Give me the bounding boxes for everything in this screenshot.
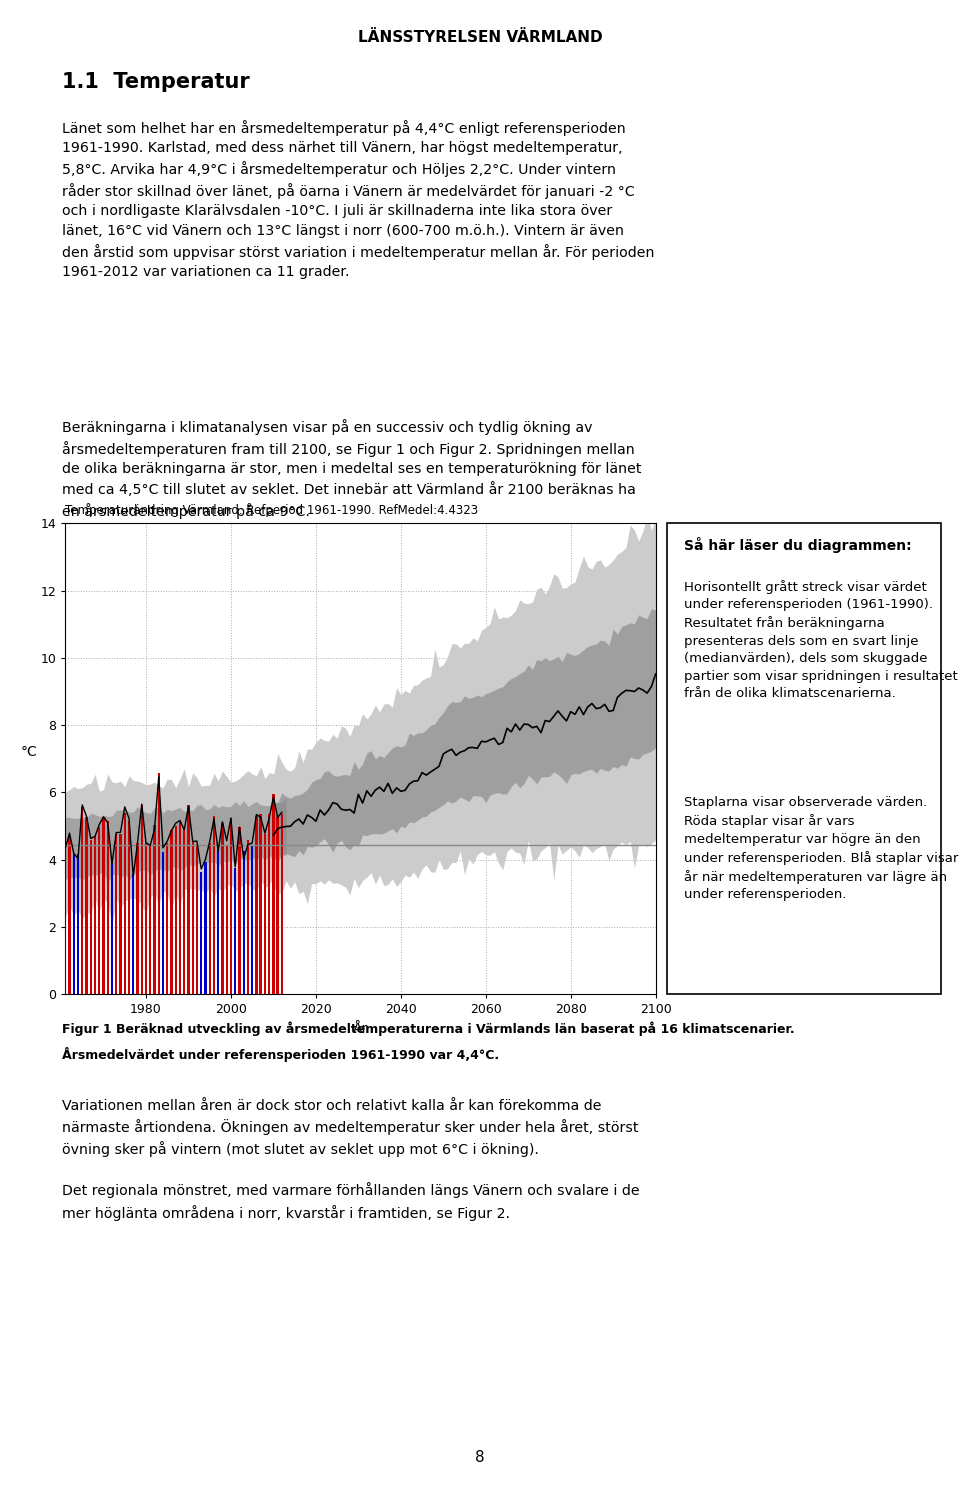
Bar — [103, 818, 105, 994]
Bar — [200, 872, 203, 994]
Bar — [157, 773, 160, 994]
Bar — [226, 845, 228, 994]
Bar — [196, 845, 198, 994]
Bar — [119, 834, 122, 994]
Bar — [115, 834, 117, 994]
Bar — [273, 794, 275, 994]
Bar — [251, 846, 253, 994]
Text: Variationen mellan åren är dock stor och relativt kalla år kan förekomma de
närm: Variationen mellan åren är dock stor och… — [62, 1099, 639, 1157]
Y-axis label: °C: °C — [21, 745, 37, 759]
Bar — [255, 816, 257, 994]
Bar — [175, 825, 177, 994]
Bar — [234, 867, 236, 994]
Bar — [110, 863, 113, 994]
Bar — [64, 849, 66, 994]
Bar — [89, 840, 92, 994]
X-axis label: År: År — [353, 1021, 368, 1036]
Bar — [264, 834, 266, 994]
Text: 8: 8 — [475, 1450, 485, 1465]
Bar — [213, 816, 215, 994]
Text: Temperaturändring Värmland. Refperiod 1961-1990. RefMedel:4.4323: Temperaturändring Värmland. Refperiod 19… — [65, 504, 478, 517]
Bar — [132, 873, 134, 994]
Bar — [85, 816, 87, 994]
Bar — [94, 836, 96, 994]
Bar — [276, 818, 278, 994]
Bar — [183, 830, 185, 994]
Text: Staplarna visar observerade värden. Röda staplar visar år vars medeltemperatur v: Staplarna visar observerade värden. Röda… — [684, 797, 958, 901]
Bar — [136, 843, 138, 994]
Text: Horisontellt grått streck visar värdet under referensperioden (1961-1990). Resul: Horisontellt grått streck visar värdet u… — [684, 580, 957, 700]
Bar — [259, 813, 262, 994]
Text: 1.1  Temperatur: 1.1 Temperatur — [62, 72, 251, 91]
Bar — [162, 852, 164, 994]
Text: Årsmedelvärdet under referensperioden 1961-1990 var 4,4°C.: Årsmedelvärdet under referensperioden 19… — [62, 1046, 499, 1061]
Bar — [192, 843, 194, 994]
Text: LÄNSSTYRELSEN VÄRMLAND: LÄNSSTYRELSEN VÄRMLAND — [358, 30, 602, 45]
Text: Figur 1 Beräknad utveckling av årsmedeltemperaturerna i Värmlands län baserat på: Figur 1 Beräknad utveckling av årsmedelt… — [62, 1021, 795, 1036]
Bar — [98, 827, 101, 994]
Bar — [140, 804, 143, 994]
Bar — [128, 821, 131, 994]
Bar — [238, 827, 241, 994]
Bar — [204, 863, 206, 994]
Bar — [68, 836, 71, 994]
Text: Beräkningarna i klimatanalysen visar på en successiv och tydlig ökning av
årsmed: Beräkningarna i klimatanalysen visar på … — [62, 419, 642, 519]
Bar — [187, 804, 190, 994]
Bar — [107, 821, 108, 994]
Bar — [247, 840, 249, 994]
Bar — [73, 854, 75, 994]
Bar — [221, 824, 224, 994]
Bar — [243, 852, 245, 994]
Bar — [217, 849, 219, 994]
Bar — [166, 843, 168, 994]
Bar — [149, 845, 152, 994]
Bar — [280, 813, 283, 994]
Bar — [208, 843, 211, 994]
Bar — [170, 830, 173, 994]
Bar — [81, 807, 84, 994]
Bar — [229, 818, 232, 994]
Bar — [179, 821, 181, 994]
Bar — [77, 854, 79, 994]
Text: Länet som helhet har en årsmedeltemperatur på 4,4°C enligt referensperioden
1961: Länet som helhet har en årsmedeltemperat… — [62, 120, 655, 280]
Bar — [124, 813, 126, 994]
Bar — [154, 825, 156, 994]
Text: Så här läser du diagrammen:: Så här läser du diagrammen: — [684, 537, 911, 553]
Bar — [145, 843, 147, 994]
Text: Det regionala mönstret, med varmare förhållanden längs Vänern och svalare i de
m: Det regionala mönstret, med varmare förh… — [62, 1183, 640, 1221]
Bar — [268, 813, 271, 994]
